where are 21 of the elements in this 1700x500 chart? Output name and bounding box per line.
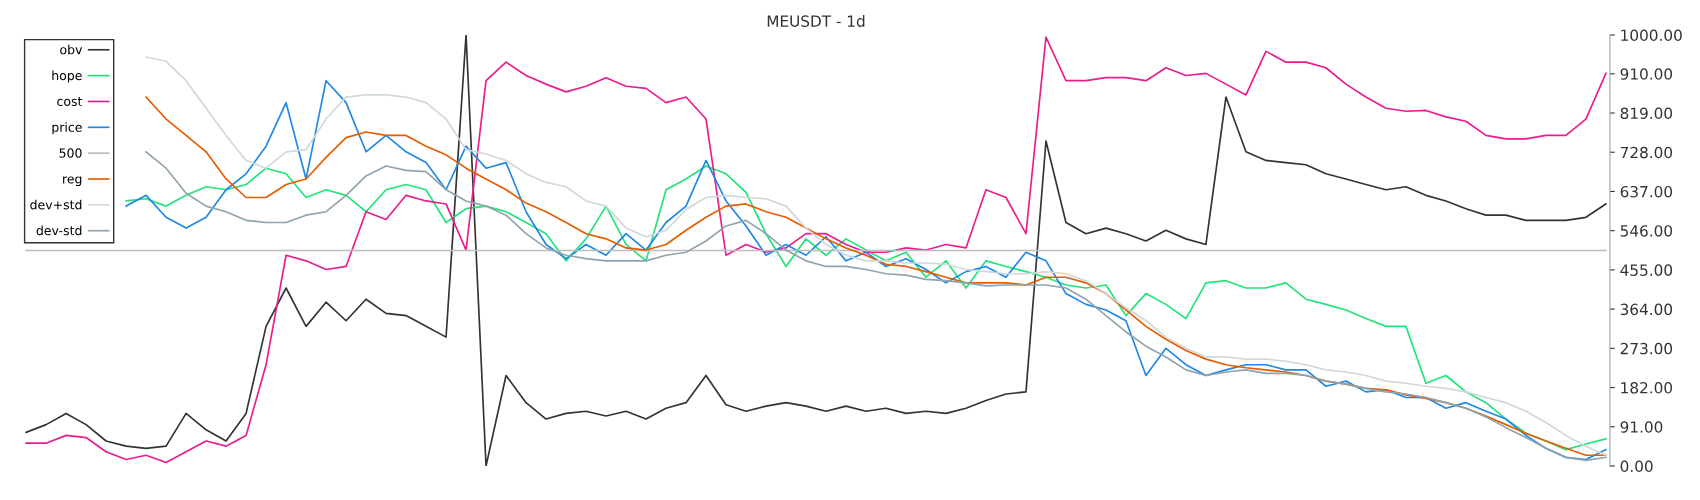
legend-label: dev+std <box>30 199 82 210</box>
chart-title: MEUSDT - 1d <box>767 15 865 27</box>
legend-label: dev-std <box>36 225 82 236</box>
y-tick-label: 364.00 <box>1620 303 1673 316</box>
legend-label: obv <box>60 44 83 55</box>
legend-label: reg <box>63 176 82 186</box>
y-tick-label: 910.00 <box>1620 68 1673 80</box>
y-tick-label: 91.00 <box>1620 421 1663 433</box>
y-tick-label: 273.00 <box>1620 342 1673 355</box>
y-tick-label: 1000.00 <box>1621 29 1682 42</box>
legend-label: hope <box>52 70 82 83</box>
y-tick-label: 0.00 <box>1620 460 1653 473</box>
legend-label: price <box>52 122 82 135</box>
y-tick-label: 728.00 <box>1620 146 1673 159</box>
y-tick-label: 182.00 <box>1621 382 1673 394</box>
legend-label: cost <box>57 97 83 107</box>
y-tick-label: 455.00 <box>1620 264 1673 276</box>
y-tick-label: 637.00 <box>1620 185 1673 198</box>
y-tick-label: 819.00 <box>1620 107 1673 120</box>
legend-label: 500 <box>59 148 82 158</box>
y-tick-label: 546.00 <box>1620 225 1673 237</box>
